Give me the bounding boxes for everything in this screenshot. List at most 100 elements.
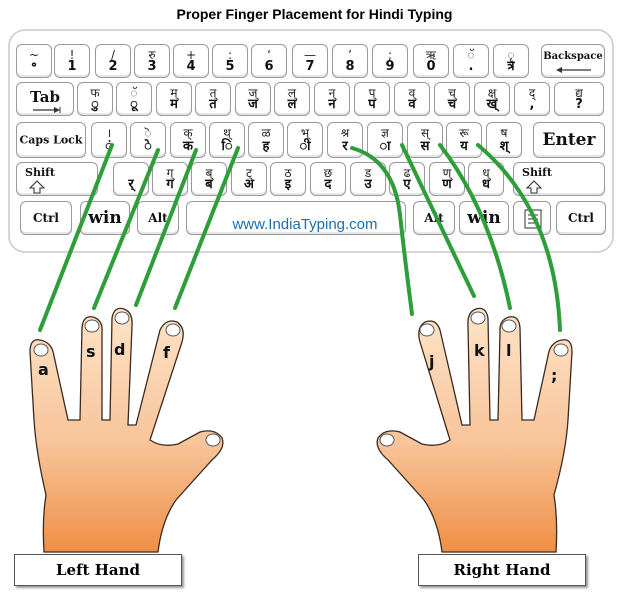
key-o[interactable]: व् व [394, 82, 430, 116]
key-base-char: . [468, 59, 474, 74]
left-hand-label: Left Hand [14, 554, 182, 586]
key-right-bracket[interactable]: द्, [514, 82, 550, 116]
key-base-char: न [328, 97, 336, 112]
key-tab[interactable]: Tab [16, 82, 74, 116]
key-base-char: द [324, 177, 332, 192]
key-shift-char: द्य [575, 86, 583, 100]
website-watermark: www.IndiaTyping.com [232, 216, 378, 233]
guide-line-f [173, 146, 240, 310]
key-base-char: 2 [108, 59, 118, 74]
key-base-char: ं [105, 139, 113, 154]
key-left-ctrl[interactable]: Ctrl [20, 201, 72, 235]
key-base-char: 1 [67, 59, 77, 74]
key-s[interactable]: ॆे [130, 122, 166, 158]
guide-line-a [38, 143, 114, 332]
key-base-char: म [170, 97, 178, 112]
key-shift-char: च् [448, 86, 456, 100]
key-p[interactable]: च् च [434, 82, 470, 116]
key-base-char: च [447, 97, 457, 112]
key-j[interactable]: श्र र [327, 122, 363, 158]
key-shift-char: ’ [348, 48, 352, 62]
key-base-char: अ [244, 177, 254, 192]
key-quote[interactable]: ष श् [486, 122, 522, 158]
key-shift-char: रू [459, 126, 469, 140]
key-h[interactable]: भ्ी [287, 122, 323, 158]
key-right-win[interactable]: win [459, 201, 509, 235]
key-label: Ctrl [33, 211, 59, 225]
key-right-ctrl[interactable]: Ctrl [556, 201, 606, 235]
key-backspace[interactable]: Backspace [541, 44, 605, 78]
key-shift-char: / [110, 48, 116, 62]
key-d[interactable]: क् क [170, 122, 206, 158]
key-base-char: 4 [186, 59, 196, 74]
key-l[interactable]: स् स [407, 122, 443, 158]
key-shift-char: क्ष् [487, 86, 497, 100]
key-shift-char: रु [148, 48, 156, 62]
key-y[interactable]: ल् ल [274, 82, 310, 116]
key-5[interactable]: :5 [212, 44, 248, 78]
key-slash[interactable]: ध् ध [468, 162, 504, 196]
key-shift-char: ‘ [267, 48, 271, 62]
key-shift-char: ॅ [130, 86, 138, 100]
key-8[interactable]: ’ 8 [332, 44, 368, 78]
key-3[interactable]: रु 3 [134, 44, 170, 78]
key-t[interactable]: ज् ज [235, 82, 271, 116]
key-period[interactable]: ण् ण [429, 162, 465, 196]
key-shift-char: ढ [403, 166, 411, 180]
diagram-title: Proper Finger Placement for Hindi Typing [176, 6, 453, 22]
key-base-char: श् [499, 139, 509, 154]
key-label: Caps Lock [19, 133, 83, 147]
key-spacebar[interactable] [186, 201, 406, 235]
key-7[interactable]: —7 [292, 44, 328, 78]
key-base-char: 9 [385, 59, 395, 74]
key-label: Backspace [543, 51, 603, 62]
key-9[interactable]: ; 9 [372, 44, 408, 78]
key-shift-char: ॅ [467, 48, 475, 62]
key-left-bracket[interactable]: क्ष् ख् [474, 82, 510, 116]
finger-label-k: k [474, 341, 485, 360]
key-left-alt[interactable]: Alt [137, 201, 179, 235]
key-u[interactable]: न् न [314, 82, 350, 116]
key-e[interactable]: म् म [156, 82, 192, 116]
key-2[interactable]: /2 [95, 44, 131, 78]
key-w[interactable]: ॅू [116, 82, 152, 116]
key-backslash[interactable]: द्य? [554, 82, 604, 116]
key-left-shift[interactable]: Shift [16, 162, 98, 196]
key-shift-char: ध् [482, 166, 490, 180]
key-shift-char: ठ [284, 166, 292, 180]
key-shift-char: ग् [166, 166, 174, 180]
key-caps-lock[interactable]: Caps Lock [16, 122, 86, 158]
key-shift-char: ऋ [425, 48, 437, 62]
key-v[interactable]: ट् अ [231, 162, 267, 196]
key-right-shift[interactable]: Shift [513, 162, 605, 196]
key-q[interactable]: फु [77, 82, 113, 116]
key-shift-char: फ [90, 86, 100, 100]
key-k[interactable]: ज्ञा [367, 122, 403, 158]
key-semicolon[interactable]: रू य [446, 122, 482, 158]
key-base-char: ू [130, 97, 138, 112]
key-shift-char: ॆ [144, 126, 152, 140]
right-hand-label: Right Hand [418, 554, 586, 586]
key-shift-char: + [185, 48, 197, 62]
key-1[interactable]: ! 1 [54, 44, 90, 78]
key-base-char: व [408, 97, 416, 112]
key-backquote[interactable]: ~ ॰ [16, 44, 52, 78]
key-i[interactable]: प् प [354, 82, 390, 116]
key-minus[interactable]: ॅ. [453, 44, 489, 78]
key-equal[interactable]: ृ त्र [493, 44, 529, 78]
key-f[interactable]: थ्ि [209, 122, 245, 158]
key-base-char: ख् [486, 97, 498, 112]
key-base-char: ि [221, 139, 233, 154]
key-4[interactable]: +4 [173, 44, 209, 78]
key-base-char: ण [442, 177, 452, 192]
key-6[interactable]: ‘6 [251, 44, 287, 78]
key-enter[interactable]: Enter [533, 122, 605, 158]
key-shift-char: — [304, 48, 316, 62]
key-base-char: य [460, 139, 468, 154]
key-r[interactable]: त् त [195, 82, 231, 116]
